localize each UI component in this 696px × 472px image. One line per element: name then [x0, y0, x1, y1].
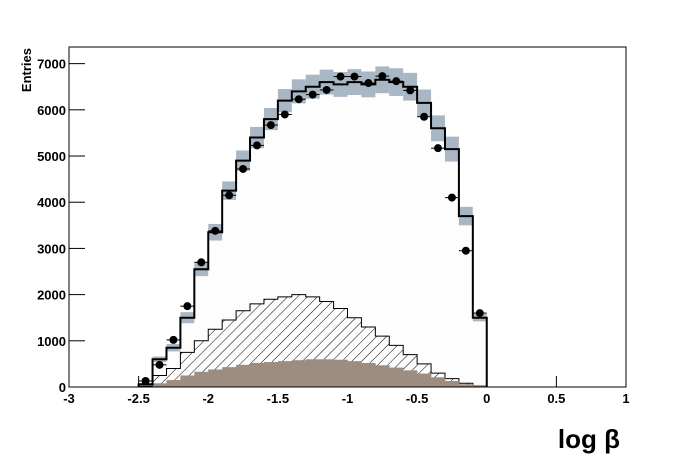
data-point: [239, 164, 248, 173]
filled-bin: [333, 359, 348, 387]
mc-bin-fill: [458, 216, 473, 387]
filled-bin: [417, 373, 432, 387]
x-tick-label: -2: [202, 391, 214, 406]
filled-bin: [305, 359, 320, 387]
x-axis-label: log β: [558, 424, 620, 454]
hatched-bin: [152, 375, 167, 387]
filled-bin: [291, 360, 307, 387]
filled-bin: [389, 367, 404, 387]
filled-bin: [222, 367, 237, 387]
mc-bin-fill: [472, 317, 487, 387]
filled-bin: [319, 359, 334, 387]
filled-bin: [403, 370, 418, 387]
x-tick-label: 1: [622, 391, 629, 406]
data-point: [461, 246, 470, 255]
mc-bin-fill: [375, 79, 390, 387]
filled-bin: [250, 362, 265, 387]
filled-bin: [375, 365, 390, 387]
x-tick-label: -1: [342, 391, 354, 406]
filled-bin: [458, 384, 474, 387]
filled-bin: [444, 380, 460, 387]
y-tick-label: 5000: [37, 149, 66, 164]
data-point: [197, 258, 206, 267]
filled-bin: [194, 371, 209, 387]
data-point: [308, 90, 317, 99]
data-point: [475, 309, 484, 318]
filled-bin: [347, 361, 362, 387]
mc-bin-fill: [347, 82, 362, 387]
data-point: [406, 86, 415, 95]
data-point: [378, 72, 387, 81]
x-tick-label: 0.5: [547, 391, 565, 406]
data-point: [364, 79, 373, 88]
data-point: [322, 85, 331, 94]
y-tick-label: 2000: [37, 288, 66, 303]
plot-area: [68, 46, 627, 388]
x-tick-label: -0.5: [406, 391, 428, 406]
x-tick-label: -3: [63, 391, 75, 406]
data-point: [294, 95, 303, 104]
mc-step-line: [137, 78, 488, 387]
plot-border: [68, 46, 627, 388]
y-tick-label: 4000: [37, 195, 66, 210]
filled-bin: [166, 380, 181, 387]
data-point: [211, 226, 220, 235]
data-point: [434, 144, 443, 153]
data-point: [183, 302, 192, 311]
data-point: [252, 141, 261, 150]
data-point: [169, 335, 178, 344]
mc-bin-fill: [361, 84, 376, 387]
filled-bin: [236, 364, 251, 387]
filled-bin: [180, 375, 195, 387]
y-tick-label: 0: [59, 380, 66, 395]
y-tick-label: 6000: [37, 103, 66, 118]
data-point: [155, 360, 164, 369]
filled-bin: [263, 362, 279, 387]
filled-bin: [152, 383, 167, 387]
data-point: [280, 110, 289, 119]
data-point: [447, 193, 456, 202]
y-tick-label: 3000: [37, 241, 66, 256]
mc-bin-fill: [431, 128, 445, 387]
x-tick-label: -1.5: [267, 391, 289, 406]
y-tick-label: 1000: [37, 334, 66, 349]
x-tick-label: -2.5: [127, 391, 149, 406]
x-tick-label: 0: [483, 391, 490, 406]
data-point: [336, 72, 345, 81]
hatched-outline: [138, 294, 488, 387]
data-point: [392, 77, 401, 86]
mc-bin-fill: [403, 86, 418, 387]
filled-bin: [361, 362, 376, 387]
filled-bin: [431, 377, 446, 387]
filled-bin: [208, 369, 223, 387]
filled-bin: [277, 361, 293, 387]
mc-bin-fill: [417, 102, 432, 388]
mc-bin-fill: [389, 82, 404, 387]
data-point: [141, 376, 150, 385]
data-point: [225, 191, 234, 200]
mc-bin-fill: [444, 149, 459, 387]
y-tick-label: 7000: [37, 57, 66, 72]
data-point: [266, 121, 275, 130]
data-point: [420, 112, 429, 121]
y-axis-label: Entries: [19, 48, 34, 92]
data-point: [350, 72, 359, 81]
